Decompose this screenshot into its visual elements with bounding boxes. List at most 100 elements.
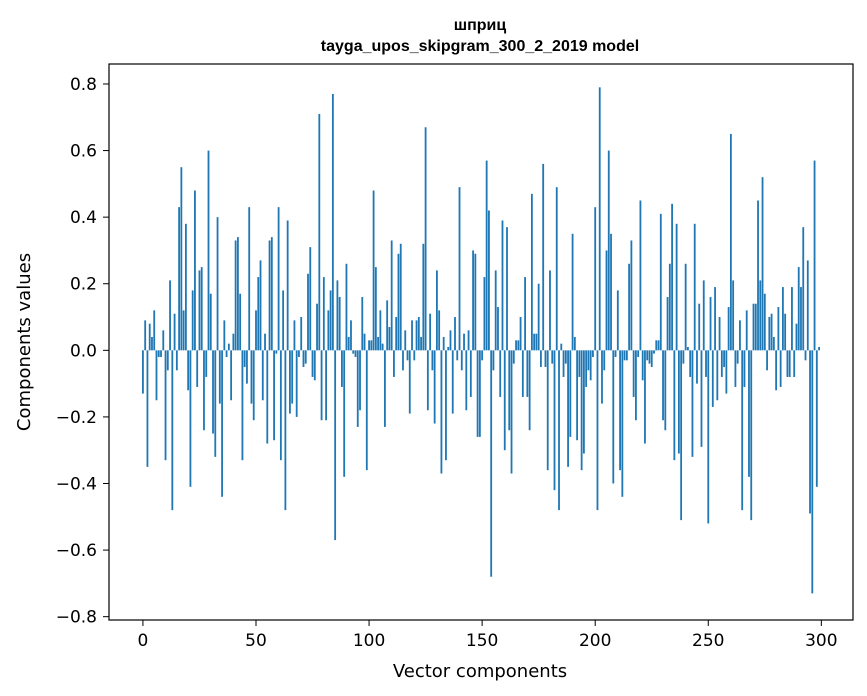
bar-148 xyxy=(476,350,479,437)
bar-290 xyxy=(797,267,800,351)
bar-267 xyxy=(745,310,748,351)
bar-163 xyxy=(510,350,513,474)
bar-272 xyxy=(757,200,759,351)
bar-208 xyxy=(612,350,615,484)
bar-185 xyxy=(560,343,563,351)
bar-24 xyxy=(196,350,199,387)
bar-169 xyxy=(524,277,526,351)
y-axis-label: Components values xyxy=(14,253,35,431)
bar-154 xyxy=(490,350,493,577)
bar-165 xyxy=(515,340,517,351)
x-tick-label: 150 xyxy=(466,631,498,651)
bar-193 xyxy=(578,350,581,377)
bar-170 xyxy=(526,350,529,397)
plot-frame xyxy=(108,63,854,621)
bar-124 xyxy=(422,243,425,351)
bar-268 xyxy=(748,350,750,477)
bar-157 xyxy=(497,307,499,351)
bar-222 xyxy=(644,350,646,444)
bar-46 xyxy=(246,350,248,384)
bar-55 xyxy=(266,350,269,444)
bar-266 xyxy=(743,350,746,387)
bar-291 xyxy=(800,287,802,351)
bar-252 xyxy=(711,350,714,407)
bar-49 xyxy=(252,350,255,421)
y-axis-ticks: −0.8 −0.6 −0.4 −0.2 0.0 0.2 0.4 0.6 0.8 xyxy=(56,75,109,628)
bar-69 xyxy=(298,350,300,357)
bar-215 xyxy=(628,263,631,351)
bar-112 xyxy=(395,317,398,351)
bar-164 xyxy=(512,350,515,364)
bar-30 xyxy=(209,293,212,351)
bar-218 xyxy=(635,350,637,421)
bar-253 xyxy=(714,287,716,351)
bar-226 xyxy=(653,350,655,354)
bar-210 xyxy=(616,290,619,351)
bar-159 xyxy=(501,220,504,351)
bar-98 xyxy=(363,333,366,351)
bar-220 xyxy=(639,200,642,351)
bar-225 xyxy=(650,350,653,367)
bar-288 xyxy=(793,350,796,377)
x-tick-label: 0 xyxy=(138,631,149,651)
bar-147 xyxy=(474,253,477,351)
bar-206 xyxy=(607,150,610,351)
bar-9 xyxy=(162,330,165,351)
bar-10 xyxy=(164,350,167,461)
bar-71 xyxy=(302,350,305,367)
bar-13 xyxy=(171,350,174,511)
bar-278 xyxy=(770,313,773,351)
bar-153 xyxy=(488,210,490,351)
bar-258 xyxy=(725,350,728,394)
x-tick-label: 200 xyxy=(579,631,611,651)
bar-74 xyxy=(309,247,312,351)
y-tick-label: −0.4 xyxy=(56,474,97,494)
bar-264 xyxy=(739,320,741,351)
bar-127 xyxy=(429,313,432,351)
bar-244 xyxy=(693,223,696,351)
bar-130 xyxy=(436,270,438,351)
bar-211 xyxy=(619,350,621,471)
bar-207 xyxy=(610,233,612,351)
bar-209 xyxy=(614,350,617,357)
bar-259 xyxy=(727,307,730,351)
bar-269 xyxy=(750,350,753,521)
bar-60 xyxy=(277,207,280,351)
bar-68 xyxy=(295,350,298,417)
bar-66 xyxy=(291,350,294,404)
bar-166 xyxy=(517,340,520,351)
bar-19 xyxy=(184,223,187,351)
bar-92 xyxy=(350,320,352,351)
bar-273 xyxy=(759,280,762,351)
bar-122 xyxy=(417,317,420,351)
bar-76 xyxy=(313,350,316,381)
bar-160 xyxy=(503,350,506,451)
bar-141 xyxy=(460,350,463,371)
bar-2 xyxy=(146,350,149,467)
bar-37 xyxy=(225,350,228,357)
bar-75 xyxy=(311,350,314,377)
bar-40 xyxy=(232,333,235,351)
bar-62 xyxy=(282,290,285,351)
bar-84 xyxy=(331,93,334,351)
x-tick-label: 250 xyxy=(692,631,724,651)
bar-25 xyxy=(198,270,201,351)
bar-100 xyxy=(368,340,370,351)
chart-subtitle: tayga_upos_skipgram_300_2_2019 model xyxy=(321,38,639,55)
bar-205 xyxy=(605,250,608,351)
y-tick-label: 0.2 xyxy=(70,275,97,295)
bar-175 xyxy=(537,283,540,351)
bar-297 xyxy=(813,160,816,351)
bar-194 xyxy=(580,350,583,471)
bar-199 xyxy=(592,350,594,357)
bar-295 xyxy=(809,350,811,514)
bar-12 xyxy=(169,280,171,351)
bar-51 xyxy=(257,277,260,351)
bar-91 xyxy=(347,337,350,351)
bar-276 xyxy=(766,350,768,371)
bar-214 xyxy=(625,350,628,361)
bar-231 xyxy=(664,350,667,431)
bar-89 xyxy=(343,350,346,477)
bar-42 xyxy=(237,237,239,351)
bar-168 xyxy=(521,350,524,397)
